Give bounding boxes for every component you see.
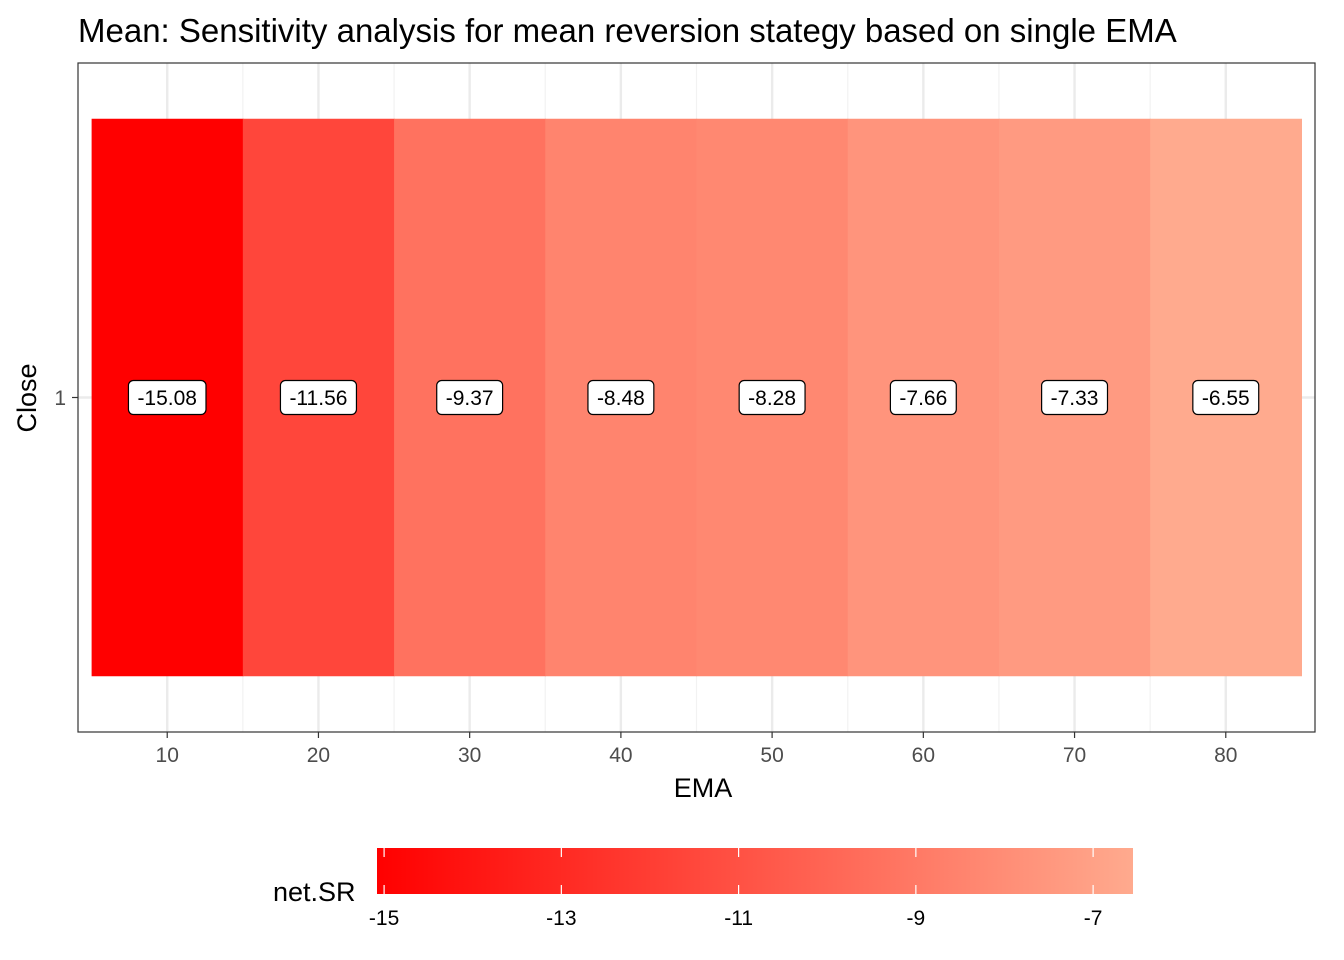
x-axis-ticks: 10 20 30 40 50 60 70 80 [156,732,1237,767]
cell-label: -8.48 [587,379,655,416]
cell-label-box [1041,379,1109,416]
y-axis-ticks: 1 [54,387,78,410]
legend-ticks: -15 -13 -11 -9 -7 [369,848,1103,930]
cell-label-box [587,379,655,416]
x-axis-title: EMA [674,773,733,803]
x-tick-label: 50 [760,744,783,767]
cell-label-box [436,379,504,416]
cell-label-box [279,379,358,416]
cell-value-label: -9.37 [446,387,494,410]
cell-value-label: -15.08 [137,387,197,410]
cell-label: -11.56 [279,379,358,416]
cell-value-label: -8.48 [597,387,645,410]
cell-label: -7.66 [889,379,957,416]
y-axis-title: Close [12,363,42,432]
x-tick-label: 60 [912,744,935,767]
cell-label-box [1192,379,1260,416]
cell-value-label: -8.28 [748,387,796,410]
x-tick-label: 20 [307,744,330,767]
legend-title: net.SR [273,877,356,907]
legend-tick-label: -9 [907,907,926,930]
x-tick-label: 70 [1063,744,1086,767]
cell-label: -6.55 [1192,379,1260,416]
cell-label-box [127,379,207,416]
legend-tick-label: -15 [369,907,399,930]
cell-label: -7.33 [1041,379,1109,416]
x-tick-label: 40 [609,744,632,767]
x-tick-label: 10 [156,744,179,767]
cell-label: -15.08 [127,379,207,416]
cell-labels: -15.08 -11.56 -9.37 -8.48 -8.28 -7.66 -7.33 -6.… [127,379,1260,416]
x-tick-label: 30 [458,744,481,767]
cell-value-label: -7.33 [1051,387,1099,410]
legend-tick-label: -13 [546,907,576,930]
cell-label: -8.28 [738,379,806,416]
chart-title: Mean: Sensitivity analysis for mean reve… [78,12,1177,49]
cell-label: -9.37 [436,379,504,416]
cell-value-label: -7.66 [899,387,947,410]
legend-colorbar [377,848,1133,894]
x-tick-label: 80 [1214,744,1237,767]
y-tick-label: 1 [54,387,66,410]
heatmap-cells [91,118,1302,677]
legend-tick-label: -7 [1084,907,1103,930]
cell-label-box [738,379,806,416]
cell-value-label: -11.56 [289,387,347,410]
cell-value-label: -6.55 [1202,387,1250,410]
color-legend: net.SR -15 -13 -11 -9 -7 [273,848,1133,930]
cell-label-box [889,379,957,416]
legend-tick-label: -11 [724,907,753,930]
